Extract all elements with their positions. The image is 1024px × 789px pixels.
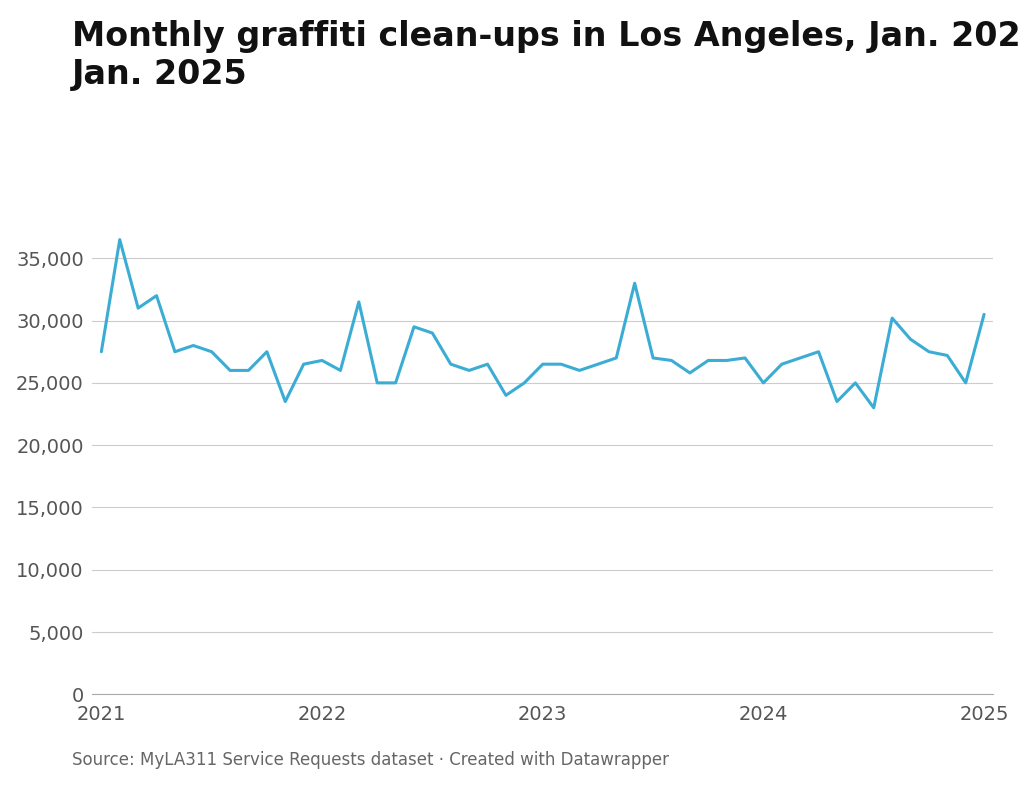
Text: Source: MyLA311 Service Requests dataset · Created with Datawrapper: Source: MyLA311 Service Requests dataset… [72, 751, 669, 769]
Text: Monthly graffiti clean-ups in Los Angeles, Jan. 2021–
Jan. 2025: Monthly graffiti clean-ups in Los Angele… [72, 20, 1024, 91]
